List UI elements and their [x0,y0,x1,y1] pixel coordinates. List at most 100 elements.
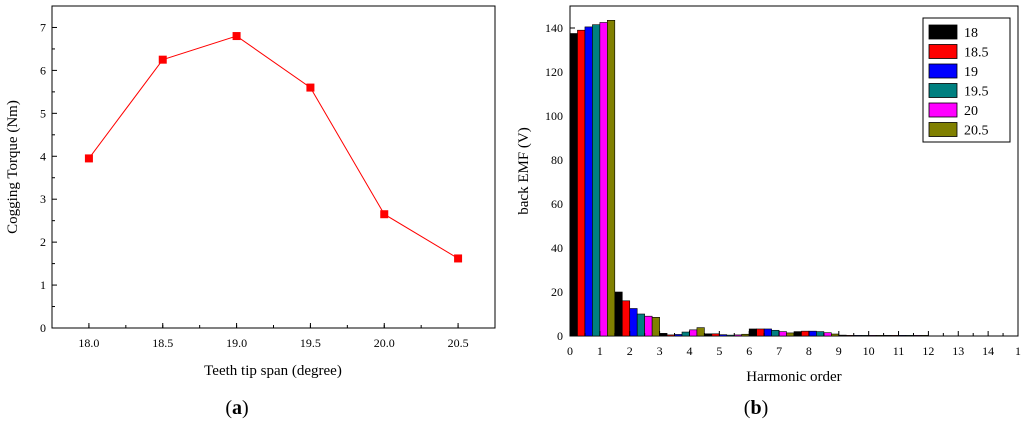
bar-19-h7 [719,334,728,337]
x-tick-label-b: 9 [836,344,842,358]
legend-label-19: 19 [964,65,978,80]
bar-18-h11 [793,331,802,337]
bar-20-h7 [733,334,743,337]
x-tick-label-a: 19.5 [300,336,321,350]
bar-19-h3 [629,308,638,337]
legend-swatch-19.5 [928,83,958,98]
bar-19.5-h9 [771,329,780,337]
legend-b: 18 18.5 19 19.5 20 20.5 [922,17,1011,143]
panel-a-cogging-torque: 0 1 2 3 4 5 6 7 18.0 18.5 19.0 19.5 20.0 20.5 Teeth t… [5,5,496,419]
bar-19-h1 [584,26,593,337]
x-tick-label-b: 3 [657,344,663,358]
y-tick-label-b: 100 [545,109,563,123]
x-tick-label-b: 2 [627,344,633,358]
bar-20-h1 [599,22,608,337]
x-tick-label-b: 13 [952,344,964,358]
data-point-a [380,210,389,219]
bar-18-h13 [838,334,847,337]
legend-label-20: 20 [964,104,978,119]
bar-18.5-h7 [711,333,720,337]
bar-20.5-h3 [651,316,660,337]
bar-20-h15 [913,335,922,337]
x-tick-label-a: 18.5 [152,336,173,350]
x-tick-label-a: 19.0 [226,336,247,350]
axis-ticks-a: 0 1 2 3 4 5 6 7 18.0 18.5 19.0 19.5 20.0 20.5 [40,20,469,350]
series-a [84,32,463,263]
bar-18-h3 [614,291,623,337]
data-point-a [306,83,315,92]
x-axis-label-b: Harmonic order [746,369,841,385]
y-tick-label-b: 120 [545,65,563,79]
x-tick-label-b: 4 [686,344,692,358]
x-tick-label-a: 20.0 [374,336,395,350]
bar-18-h1 [569,33,578,337]
bar-20.5-h5 [696,327,705,337]
y-tick-label-b: 40 [551,241,563,255]
y-tick-label-b: 80 [551,153,563,167]
bar-18-h15 [883,335,892,337]
y-tick-label-b: 140 [545,21,563,35]
legend-label-19.5: 19.5 [964,85,989,100]
x-tick-label-b: 0 [567,344,573,358]
bar-20.5-h15 [920,335,929,337]
bar-20.5-h9 [786,332,795,337]
bar-19-h15 [898,335,907,337]
bar-19-h5 [674,334,683,337]
data-point-a [232,32,241,41]
y-tick-label-b: 20 [551,285,563,299]
bar-20-h13 [868,335,877,337]
data-point-a [84,154,93,163]
bar-18.5-h11 [801,330,810,337]
bar-18.5-h1 [577,29,586,337]
x-tick-label-b: 10 [863,344,875,358]
bar-19-h11 [808,330,817,337]
y-tick-label-a: 3 [40,192,46,206]
x-tick-label-b: 14 [982,344,994,358]
legend-swatch-18.5 [928,44,958,59]
legend-label-20.5: 20.5 [964,124,989,139]
y-tick-label-a: 1 [40,278,46,292]
data-point-a [454,254,463,263]
bar-20.5-h13 [875,335,884,337]
bar-18.5-h15 [890,335,899,337]
y-tick-label-a: 4 [40,149,46,163]
bar-20.5-h1 [607,19,616,337]
x-axis-label-a: Teeth tip span (degree) [204,363,342,379]
legend-label-18: 18 [964,26,978,41]
x-tick-label-b: 6 [746,344,752,358]
y-tick-label-a: 0 [40,321,46,335]
bar-18.5-h3 [621,300,631,337]
bar-18.5-h13 [845,335,855,337]
legend-swatch-20.5 [928,122,958,137]
data-point-a [158,55,167,64]
legend-swatch-19 [928,63,958,79]
x-tick-label-a: 18.0 [78,336,99,350]
x-tick-label-a: 20.5 [448,336,469,350]
plot-frame-a [51,5,496,329]
bar-19.5-h15 [905,335,914,337]
x-tick-label-b: 7 [776,344,782,358]
bar-20-h5 [689,329,698,337]
y-axis-label-b: back EMF (V) [516,127,532,214]
panel-caption-a: (a) [225,397,248,419]
bar-19.5-h5 [681,331,690,337]
bar-18.5-h5 [666,334,675,337]
x-tick-label-b: 12 [922,344,934,358]
bar-19-h13 [853,335,862,337]
bar-20.5-h11 [831,333,840,337]
x-tick-label-b: 5 [716,344,722,358]
y-tick-label-a: 7 [40,20,46,34]
bar-18-h9 [748,328,757,337]
x-tick-label-b: 8 [806,344,812,358]
bar-20.5-h7 [741,333,750,337]
legend-label-18.5: 18.5 [964,46,989,61]
y-tick-label-a: 6 [40,63,46,77]
x-tick-label-b: 1 [1015,344,1021,358]
bar-18-h5 [659,333,668,337]
bar-20-h9 [778,331,787,337]
bar-18-h7 [704,333,713,337]
legend-swatch-18 [928,24,958,40]
